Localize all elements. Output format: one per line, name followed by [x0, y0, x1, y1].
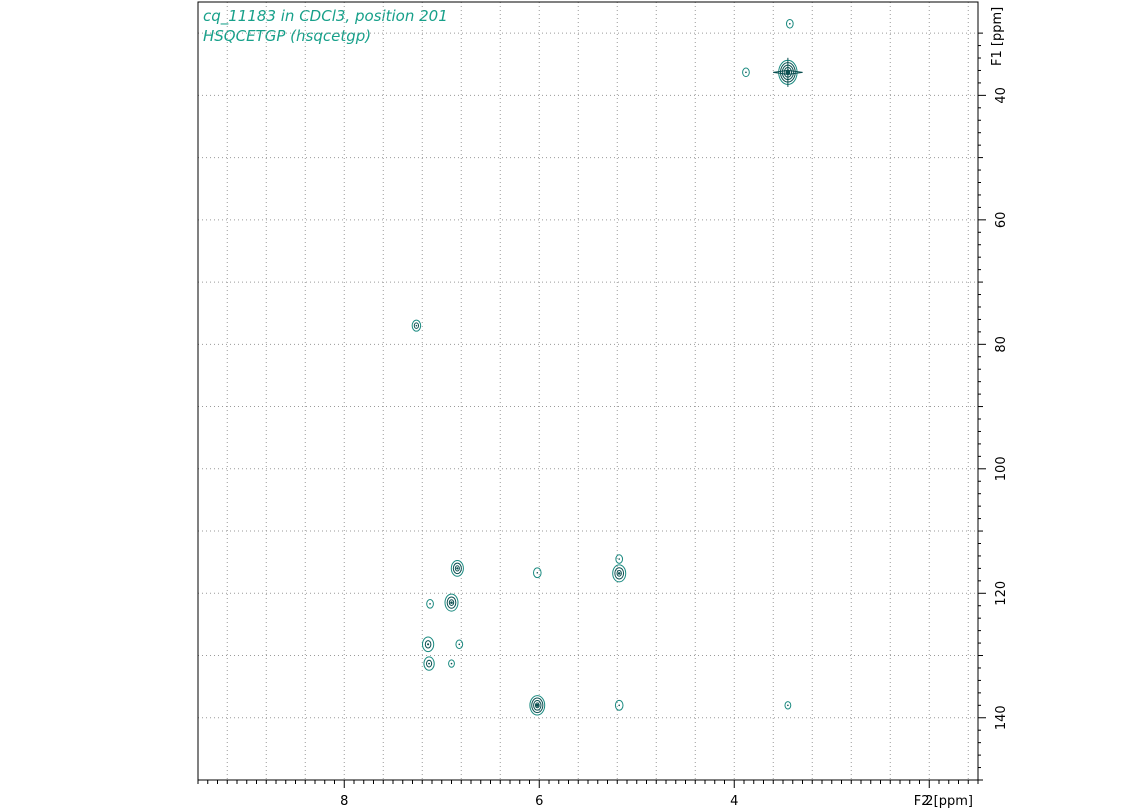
- x-tick-label: 8: [340, 794, 348, 809]
- contour-ring: [450, 559, 464, 577]
- contour-ring: [452, 562, 462, 575]
- contour-core: [536, 571, 539, 574]
- contour-ring: [426, 659, 433, 668]
- x-tick-label: 4: [730, 794, 738, 809]
- peak-9: [426, 599, 434, 609]
- peak-12: [422, 636, 435, 653]
- contour-core: [785, 70, 790, 75]
- x-tick-label: 2: [925, 794, 933, 809]
- contour-ring: [614, 699, 624, 711]
- contour-ring: [534, 702, 540, 709]
- y-tick-label: 100: [994, 456, 1009, 481]
- y-tick-label: 120: [994, 581, 1009, 606]
- peak-16: [614, 699, 624, 711]
- peak-2: [742, 67, 750, 78]
- contour-ring: [446, 596, 457, 609]
- x-axis: 8 6 4 2: [197, 780, 979, 809]
- contour-ring: [533, 699, 542, 711]
- peak-5: [450, 559, 464, 577]
- contour-core: [535, 703, 539, 707]
- y-tick-label: 60: [994, 212, 1009, 229]
- peak-contours: [411, 18, 803, 716]
- contour-ring: [426, 599, 434, 609]
- peak-4: [411, 319, 422, 332]
- contour-ring: [742, 67, 750, 78]
- contour-ring: [531, 697, 544, 714]
- contour-ring: [448, 659, 455, 668]
- peak-13: [423, 656, 435, 671]
- contour-core: [617, 572, 621, 575]
- experiment-title: HSQCETGP (hsqcetgp): [203, 27, 372, 45]
- peak-17: [784, 701, 792, 710]
- y-tick-label: 40: [994, 87, 1009, 104]
- peak-10: [444, 593, 459, 612]
- x-axis-label: F2 [ppm]: [914, 794, 973, 809]
- contour-ring: [455, 639, 464, 650]
- contour-core: [450, 662, 453, 665]
- peak-14: [448, 659, 455, 668]
- contour-core: [745, 71, 747, 74]
- contour-core: [415, 324, 418, 327]
- plot-frame: [197, 1, 979, 781]
- y-axis: 40 60 80 100 120 140: [978, 32, 1009, 781]
- contour-core: [427, 643, 430, 646]
- contour-ring: [422, 636, 435, 653]
- contour-core: [618, 558, 620, 560]
- contour-ring: [612, 564, 627, 583]
- contour-core: [428, 662, 430, 665]
- contour-ring: [444, 593, 459, 612]
- contour-core: [456, 567, 459, 570]
- contour-core: [450, 601, 453, 604]
- peak-1: [785, 18, 794, 29]
- contour-star: [773, 69, 803, 75]
- contour-core: [787, 704, 789, 707]
- contour-core: [458, 643, 461, 646]
- contour-core: [789, 22, 791, 25]
- contour-ring: [784, 701, 792, 710]
- peak-3: [773, 57, 803, 87]
- peak-15: [529, 695, 546, 716]
- y-tick-label: 80: [994, 336, 1009, 353]
- contour-core: [618, 704, 620, 707]
- contour-ring: [785, 18, 794, 29]
- contour-ring: [454, 565, 460, 572]
- y-tick-label: 140: [994, 705, 1009, 730]
- contour-ring: [614, 567, 625, 580]
- contour-ring: [424, 640, 432, 649]
- contour-ring: [411, 319, 422, 332]
- contour-ring: [423, 656, 435, 671]
- contour-ring: [413, 322, 420, 329]
- contour-ring: [615, 554, 624, 564]
- contour-core: [429, 603, 431, 605]
- spectrum-title: cq_11183 in CDCl3, position 201: [203, 7, 448, 25]
- contour-ring: [448, 599, 455, 606]
- contour-ring: [529, 695, 546, 716]
- peak-7: [615, 554, 624, 564]
- peak-6: [533, 567, 542, 579]
- peak-8: [612, 564, 627, 583]
- contour-ring: [616, 570, 622, 577]
- x-tick-label: 6: [535, 794, 543, 809]
- peak-11: [455, 639, 464, 650]
- chart-grid: [198, 2, 978, 781]
- y-axis-label: F1 [ppm]: [990, 7, 1005, 66]
- contour-ring: [533, 567, 542, 579]
